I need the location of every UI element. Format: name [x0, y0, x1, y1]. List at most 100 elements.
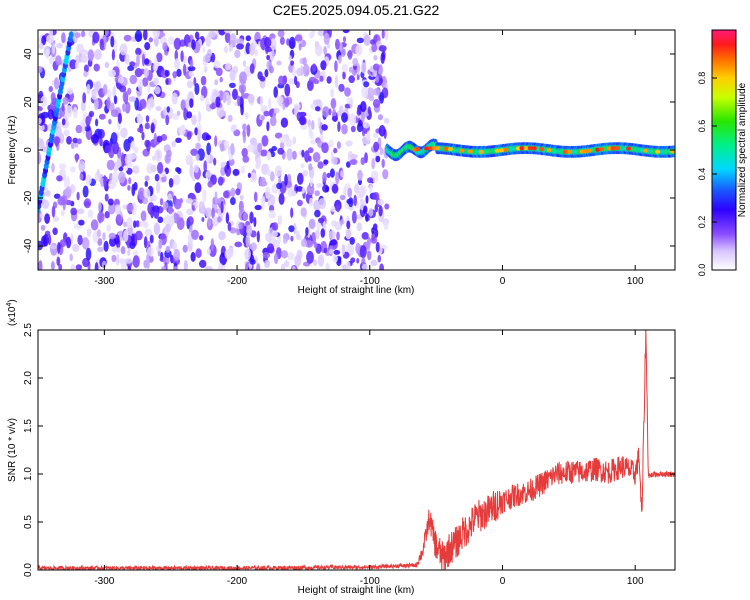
noise-cell [350, 153, 358, 160]
noise-cell [207, 181, 213, 188]
noise-cell [38, 66, 43, 73]
noise-cell [338, 83, 345, 92]
noise-cell [347, 49, 353, 60]
noise-cell [85, 247, 92, 261]
noise-cell [186, 208, 192, 215]
noise-cell [294, 34, 303, 42]
chart-title: C2E5.2025.094.05.21.G22 [273, 2, 440, 18]
noise-cell [137, 127, 144, 133]
colorbar-tick-label: 0.0 [697, 264, 707, 277]
noise-cell [124, 258, 133, 264]
noise-cell [359, 245, 367, 259]
y-tick-label: -20 [23, 190, 34, 205]
noise-cell [61, 32, 66, 44]
noise-cell [372, 192, 380, 201]
noise-cell [306, 184, 315, 196]
noise-cell [363, 81, 370, 88]
noise-cell [315, 44, 323, 57]
noise-cell [249, 211, 254, 224]
band-peak-cell [595, 147, 601, 152]
noise-cell [380, 52, 385, 64]
band-peak-cell [415, 147, 421, 152]
noise-cell [61, 102, 65, 112]
noise-cell [50, 261, 55, 270]
noise-cell [259, 96, 263, 107]
noise-cell [308, 218, 316, 230]
noise-cell [284, 97, 290, 108]
noise-cell [259, 180, 268, 187]
noise-cell [318, 217, 325, 224]
noise-cell [277, 147, 285, 155]
band-peak-cell [655, 149, 661, 154]
noise-cell [223, 190, 230, 199]
noise-cell [47, 234, 52, 246]
noise-cell [102, 232, 106, 241]
noise-cell [356, 222, 362, 232]
noise-cell [165, 78, 169, 85]
noise-cell [218, 231, 226, 241]
noise-cell [346, 220, 351, 230]
noise-cell [268, 97, 272, 110]
noise-cell [154, 56, 158, 68]
x-tick-label: 0 [500, 276, 506, 287]
noise-cell [227, 114, 233, 122]
noise-cell [150, 122, 155, 134]
noise-cell [229, 82, 236, 89]
noise-cell [186, 111, 193, 119]
noise-cell [264, 46, 273, 53]
noise-cell [90, 134, 99, 144]
noise-cell [358, 119, 363, 127]
noise-cell [104, 193, 109, 202]
noise-cell [106, 96, 111, 110]
noise-cell [361, 85, 369, 99]
noise-cell [93, 63, 100, 72]
noise-cell [242, 155, 250, 163]
noise-cell [297, 172, 304, 185]
noise-cell [341, 112, 348, 123]
noise-cell [119, 85, 127, 93]
noise-cell [133, 181, 138, 191]
noise-cell [66, 87, 74, 95]
noise-cell [83, 71, 88, 78]
noise-cell [134, 97, 140, 111]
noise-cell [113, 95, 118, 105]
noise-cell [142, 77, 149, 87]
noise-cell [210, 238, 215, 252]
noise-cell [56, 256, 61, 266]
noise-cell [249, 42, 256, 56]
noise-cell [342, 71, 346, 80]
y-tick-label: 0 [23, 147, 34, 153]
noise-cell [194, 182, 202, 194]
band-peak-cell [443, 146, 449, 151]
noise-cell [333, 249, 341, 255]
band-peak-cell [546, 148, 552, 153]
noise-cell [314, 106, 321, 112]
noise-cell [300, 65, 304, 77]
colorbar-tick-label: 0.6 [697, 120, 707, 133]
noise-cell [300, 207, 307, 217]
noise-cell [95, 118, 99, 127]
noise-cell [180, 99, 186, 111]
noise-cell [355, 242, 361, 255]
noise-cell [129, 61, 136, 67]
noise-cell [341, 63, 349, 73]
noise-cell [77, 138, 82, 145]
noise-cell [375, 75, 380, 83]
noise-cell [40, 95, 48, 107]
noise-cell [198, 201, 205, 214]
noise-cell [114, 204, 121, 216]
noise-cell [38, 117, 42, 125]
noise-cell [316, 182, 323, 188]
noise-cell [244, 248, 251, 261]
noise-cell [72, 137, 78, 144]
noise-cell [108, 232, 116, 240]
noise-cell [69, 59, 77, 70]
noise-cell [175, 137, 182, 143]
noise-cell [186, 131, 192, 140]
noise-cell [363, 122, 370, 129]
noise-cell [58, 163, 67, 170]
noise-cell [201, 217, 205, 222]
noise-cell [157, 216, 164, 224]
noise-cell [338, 54, 342, 64]
